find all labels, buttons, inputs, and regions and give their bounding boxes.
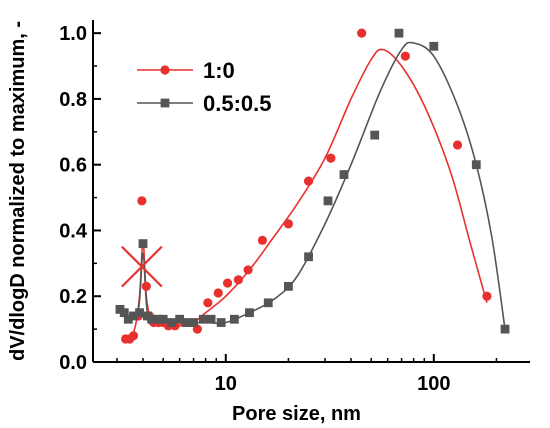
series-1-0-point <box>243 265 253 275</box>
series-05-05-point <box>429 41 439 51</box>
fitted-curves <box>119 41 506 338</box>
series-1-0-point <box>400 51 410 61</box>
y-tick-label: 1.0 <box>59 23 87 45</box>
series-05-05-point <box>370 130 380 140</box>
series-05-05-point <box>229 314 239 324</box>
data-markers <box>115 28 510 344</box>
legend-series-05-05-label: 0.5:0.5 <box>203 91 272 116</box>
series-05-05-point <box>263 298 273 308</box>
series-05-05-point <box>304 252 313 262</box>
series-1-0-point <box>141 281 151 291</box>
legend: 1:0 0.5:0.5 <box>137 58 272 116</box>
series-05-05-point <box>323 196 333 206</box>
series-05-05-point <box>339 170 349 179</box>
series-05-05-point <box>167 318 177 327</box>
series-1-0-point <box>128 331 139 341</box>
series-05-05-point <box>198 314 208 324</box>
series-05-05-point <box>175 314 185 324</box>
y-tick-label: 0.4 <box>59 220 88 242</box>
series-1-0-point <box>357 28 367 38</box>
y-axis-title: dV/dlogD normalized to maximum, - <box>7 21 29 361</box>
series-1-0-point <box>452 140 463 150</box>
series-05-05-point <box>189 318 198 327</box>
series-1-0-point <box>283 219 294 229</box>
series-05-05-point <box>206 314 216 324</box>
series-05-05-point <box>182 318 192 327</box>
series-05-05-point <box>119 308 129 318</box>
series-05-05-line <box>119 41 506 330</box>
series-1-0-point <box>213 288 223 298</box>
series-1-0-point <box>137 196 147 206</box>
series-05-05-point <box>500 324 510 334</box>
series-1-0-point <box>222 278 233 288</box>
series-05-05-point <box>245 308 254 318</box>
legend-series-1-0-marker <box>160 65 170 75</box>
series-05-05-point <box>394 28 404 38</box>
series-05-05-point <box>284 281 293 291</box>
x-tick-label: 10 <box>215 373 237 395</box>
annotations <box>121 245 163 288</box>
series-05-05-point <box>471 160 481 170</box>
x-axis-title: Pore size, nm <box>232 403 361 425</box>
x-tick-label: 100 <box>417 373 450 395</box>
series-1-0-point <box>233 275 244 285</box>
cross-marker <box>121 245 163 288</box>
y-tick-label: 0.8 <box>59 89 87 111</box>
series-1-0-point <box>257 235 268 245</box>
legend-series-05-05-marker <box>160 98 170 108</box>
series-1-0-line <box>122 48 488 338</box>
axes: 0.0 0.2 0.4 0.6 0.8 1.0 10 100 Pore size, nm dV/d… <box>7 20 530 425</box>
legend-series-1-0-label: 1:0 <box>203 58 235 83</box>
series-05-05-point <box>158 314 168 324</box>
series-05-05-point <box>147 314 157 324</box>
y-tick-label: 0.6 <box>59 155 87 177</box>
series-1-0-point <box>303 176 314 186</box>
series-05-05-point <box>135 308 144 318</box>
series-1-0-point <box>326 153 336 163</box>
series-1-0-point <box>203 298 213 308</box>
series-1-0-point <box>482 291 492 301</box>
series-05-05-point <box>129 311 138 321</box>
series-05-05-point <box>138 239 148 249</box>
y-tick-label: 0.0 <box>59 352 87 374</box>
series-05-05-point <box>216 318 226 327</box>
series-05-05-point <box>123 314 133 324</box>
y-tick-label: 0.2 <box>59 286 87 308</box>
series-05-05-point <box>153 314 162 324</box>
